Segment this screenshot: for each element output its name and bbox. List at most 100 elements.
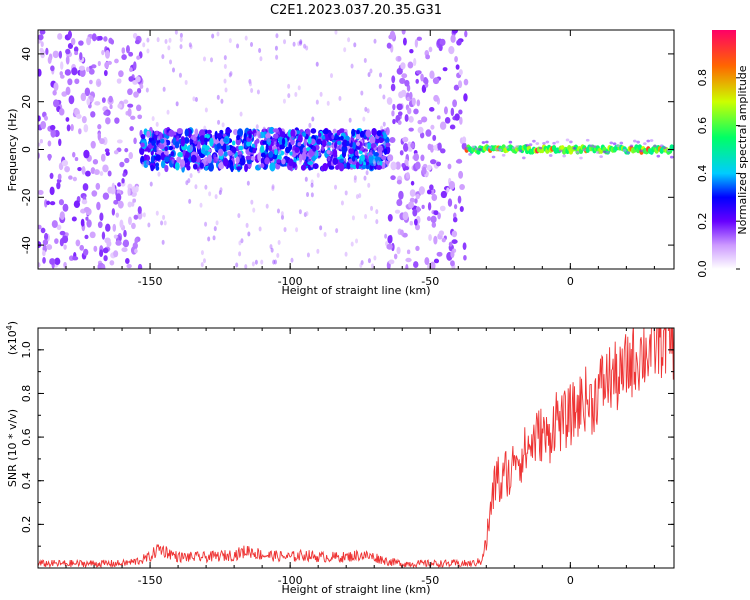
spectrogram-cell <box>367 72 371 78</box>
spectrogram-cell <box>362 116 366 122</box>
spectrogram-cell <box>179 44 183 50</box>
snr-y-multiplier: (x104) <box>5 321 19 355</box>
spectrogram-cell <box>393 253 398 260</box>
spectrogram-cell <box>319 91 323 97</box>
spectrogram-cell <box>97 60 101 67</box>
spectrogram-cell <box>58 50 63 59</box>
spectrogram-cell <box>659 144 664 148</box>
spectrogram-cell <box>340 200 344 206</box>
spectrogram-cell <box>442 67 448 72</box>
spectrogram-cell <box>401 73 408 79</box>
spectrogram-cell <box>49 172 54 180</box>
snr-y-axis-label: SNR (10 * v/v) <box>6 409 19 487</box>
spectrogram-cell <box>131 201 135 207</box>
spectrogram-cell <box>160 138 165 144</box>
spectrogram-cell <box>338 96 342 102</box>
spectrogram-cell <box>164 38 168 44</box>
spectrogram-cell <box>390 161 397 171</box>
spectrogram-cell <box>415 161 421 170</box>
spectrogram-cell <box>93 169 100 175</box>
spectrogram-cell <box>79 52 83 61</box>
spectrogram-cell <box>316 138 322 145</box>
spectrogram-cell <box>246 180 250 186</box>
spectrogram-cell <box>245 155 252 160</box>
spectrogram-cell <box>256 137 260 143</box>
spectrogram-x-axis-label: Height of straight line (km) <box>281 284 430 297</box>
spectrogram-cell <box>199 162 204 169</box>
spectrogram-cell <box>425 54 431 60</box>
spectrogram-cell <box>459 116 463 125</box>
spectrogram-cell <box>264 157 270 165</box>
spectrogram-cell <box>421 116 428 123</box>
spectrogram-cell <box>40 120 47 130</box>
spectrogram-cell <box>135 76 141 83</box>
spectrogram-cell <box>363 175 367 181</box>
spectrogram-cell <box>355 133 362 140</box>
spectrogram-cell <box>107 170 112 177</box>
spectrogram-cell <box>162 86 166 92</box>
spectrogram-cell <box>75 239 81 247</box>
spectrogram-cell <box>424 257 430 266</box>
spectrogram-cell <box>57 33 63 40</box>
spectrogram-cell <box>97 132 102 141</box>
spectrogram-cell <box>290 257 294 263</box>
spectrogram-cell <box>155 121 159 127</box>
spectrogram-cell <box>204 156 208 162</box>
spectrogram-cell <box>436 251 443 257</box>
spectrogram-cell <box>349 163 356 168</box>
spectrogram-cell <box>79 244 85 251</box>
spectrogram-cell <box>265 133 271 139</box>
spectrogram-cell <box>238 153 242 159</box>
spectrogram-region <box>464 138 674 160</box>
spectrogram-cell <box>312 163 319 170</box>
spectrogram-cell <box>127 88 133 96</box>
spectrogram-cell <box>150 155 155 164</box>
spectrogram-cell <box>364 106 368 112</box>
spectrogram-cell <box>404 79 410 87</box>
spectrogram-cell <box>413 108 419 115</box>
spectrogram-cell <box>194 128 199 138</box>
spectrogram-cell <box>321 139 327 148</box>
spectrogram-cell <box>222 143 227 152</box>
spectrogram-cell <box>155 146 159 152</box>
spectrogram-cell <box>446 187 450 193</box>
spectrogram-cell <box>382 94 386 100</box>
spectrogram-cell <box>101 263 106 269</box>
spectrogram-cell <box>99 212 104 222</box>
spectrogram-cell <box>319 225 323 231</box>
spectrogram-cell <box>429 70 435 79</box>
spectrogram-cell <box>236 43 240 49</box>
spectrogram-cell <box>485 140 489 144</box>
spectrogram-cell <box>326 100 330 106</box>
spectrogram-cell <box>377 146 384 152</box>
spectrogram-cell <box>199 202 203 208</box>
spectrogram-x-tick-label: 0 <box>567 275 574 288</box>
spectrogram-cell <box>425 129 432 137</box>
spectrogram-cell <box>290 129 296 138</box>
spectrogram-cell <box>133 91 139 98</box>
spectrogram-cell <box>391 75 396 84</box>
spectrogram-cell <box>501 153 506 157</box>
spectrogram-cell <box>522 156 526 160</box>
spectrogram-cell <box>113 199 119 205</box>
spectrogram-cell <box>508 140 513 144</box>
spectrogram-cell <box>194 184 198 190</box>
spectrogram-cell <box>119 161 125 168</box>
spectrogram-cell <box>616 144 620 148</box>
spectrogram-cell <box>318 132 322 138</box>
spectrogram-cell <box>42 250 46 257</box>
spectrogram-cell <box>619 141 624 145</box>
spectrogram-cell <box>481 141 486 144</box>
spectrogram-cell <box>330 73 334 79</box>
spectrogram-cell <box>184 79 188 85</box>
spectrogram-cell <box>429 184 434 191</box>
spectrogram-cell <box>360 90 364 96</box>
spectrogram-cell <box>451 230 458 238</box>
spectrogram-cell <box>179 164 183 170</box>
spectrogram-cell <box>86 66 90 73</box>
spectrogram-cell <box>283 39 287 45</box>
spectrogram-cell <box>294 92 298 98</box>
spectrogram-cell <box>273 133 279 139</box>
spectrogram-cell <box>121 47 126 54</box>
